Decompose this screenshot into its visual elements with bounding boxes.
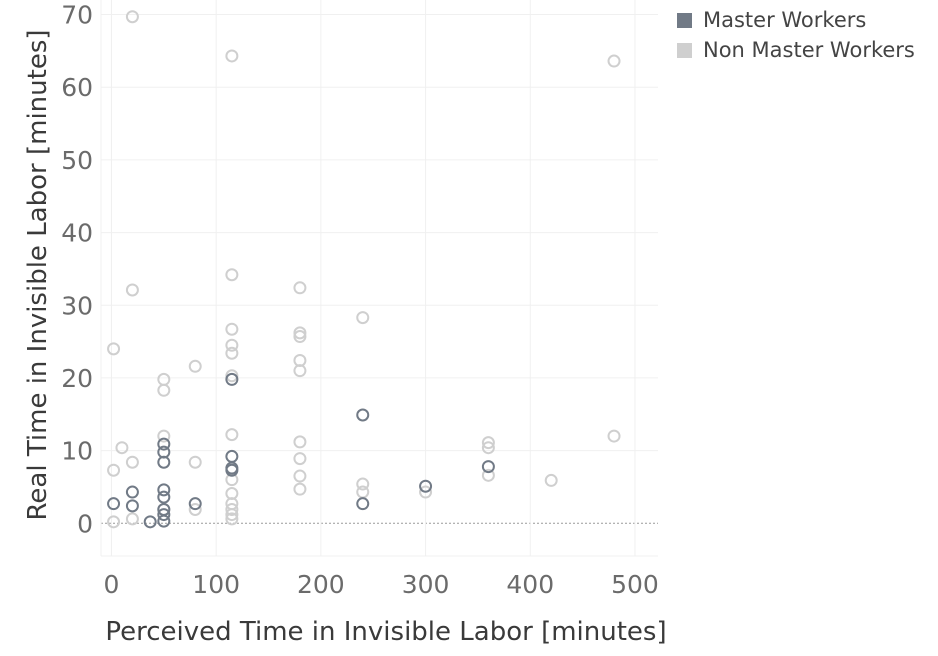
legend-item-non-master[interactable]: Non Master Workers [677,35,915,65]
x-tick-labels: 0 100 200 300 400 500 [104,570,659,599]
point-non-master[interactable] [125,283,139,297]
y-tick-label: 50 [61,146,93,175]
y-tick-labels: 0 10 20 30 40 50 60 70 [61,1,93,539]
point-non-master[interactable] [107,342,121,356]
y-tick-label: 40 [61,219,93,248]
y-axis-title: Real Time in Invisible Labor [minutes] [23,29,53,520]
point-non-master[interactable] [125,10,139,24]
point-non-master[interactable] [225,338,239,352]
point-master[interactable] [157,490,171,504]
y-tick-label: 20 [61,364,93,393]
point-non-master[interactable] [293,482,307,496]
point-non-master[interactable] [356,477,370,491]
point-master[interactable] [157,437,171,451]
point-non-master[interactable] [188,502,202,516]
point-master[interactable] [157,508,171,522]
y-tick-label: 10 [61,437,93,466]
point-non-master[interactable] [125,455,139,469]
y-tick-label: 70 [61,1,93,30]
point-non-master[interactable] [607,54,621,68]
legend-swatch-master [677,12,692,28]
point-non-master[interactable] [481,436,495,450]
point-non-master[interactable] [115,441,129,455]
legend: Master Workers Non Master Workers [677,5,915,65]
point-non-master[interactable] [293,330,307,344]
x-tick-label: 500 [611,570,659,599]
y-tick-label: 0 [77,509,93,538]
point-non-master[interactable] [225,486,239,500]
point-non-master[interactable] [293,452,307,466]
point-non-master[interactable] [157,383,171,397]
point-master[interactable] [481,460,495,474]
point-master[interactable] [225,372,239,386]
point-master[interactable] [157,483,171,497]
point-non-master[interactable] [225,346,239,360]
point-non-master[interactable] [293,353,307,367]
grid-layer [100,0,658,557]
point-master[interactable] [356,408,370,422]
point-non-master[interactable] [225,502,239,516]
point-master[interactable] [143,515,157,529]
point-master[interactable] [107,497,121,511]
point-non-master[interactable] [225,369,239,383]
x-tick-label: 100 [192,570,240,599]
point-non-master[interactable] [225,512,239,526]
point-non-master[interactable] [157,429,171,443]
point-non-master[interactable] [607,429,621,443]
legend-item-master[interactable]: Master Workers [677,5,915,35]
point-non-master[interactable] [225,322,239,336]
legend-swatch-non-master [677,42,692,58]
point-non-master[interactable] [107,515,121,529]
point-non-master[interactable] [107,463,121,477]
point-non-master[interactable] [225,49,239,63]
x-tick-label: 400 [506,570,554,599]
x-tick-label: 300 [402,570,450,599]
point-non-master[interactable] [293,435,307,449]
point-non-master[interactable] [225,268,239,282]
point-non-master[interactable] [225,428,239,442]
data-points [107,10,621,529]
point-non-master[interactable] [188,455,202,469]
legend-label-non-master: Non Master Workers [703,38,915,62]
point-non-master[interactable] [481,441,495,455]
point-non-master[interactable] [293,469,307,483]
point-non-master[interactable] [188,359,202,373]
point-master[interactable] [225,449,239,463]
y-tick-label: 60 [61,73,93,102]
x-tick-label: 0 [104,570,120,599]
point-master[interactable] [356,497,370,511]
point-master[interactable] [419,479,433,493]
point-master[interactable] [157,445,171,459]
y-tick-label: 30 [61,291,93,320]
point-master[interactable] [125,485,139,499]
legend-label-master: Master Workers [703,8,867,32]
point-non-master[interactable] [293,281,307,295]
point-master[interactable] [125,499,139,513]
point-non-master[interactable] [293,326,307,340]
point-non-master[interactable] [481,468,495,482]
x-tick-label: 200 [297,570,345,599]
x-axis-title: Perceived Time in Invisible Labor [minut… [105,617,666,647]
point-non-master[interactable] [356,311,370,325]
point-non-master[interactable] [157,372,171,386]
point-master[interactable] [188,497,202,511]
point-master[interactable] [157,502,171,516]
point-non-master[interactable] [419,485,433,499]
point-non-master[interactable] [544,473,558,487]
point-non-master[interactable] [125,512,139,526]
